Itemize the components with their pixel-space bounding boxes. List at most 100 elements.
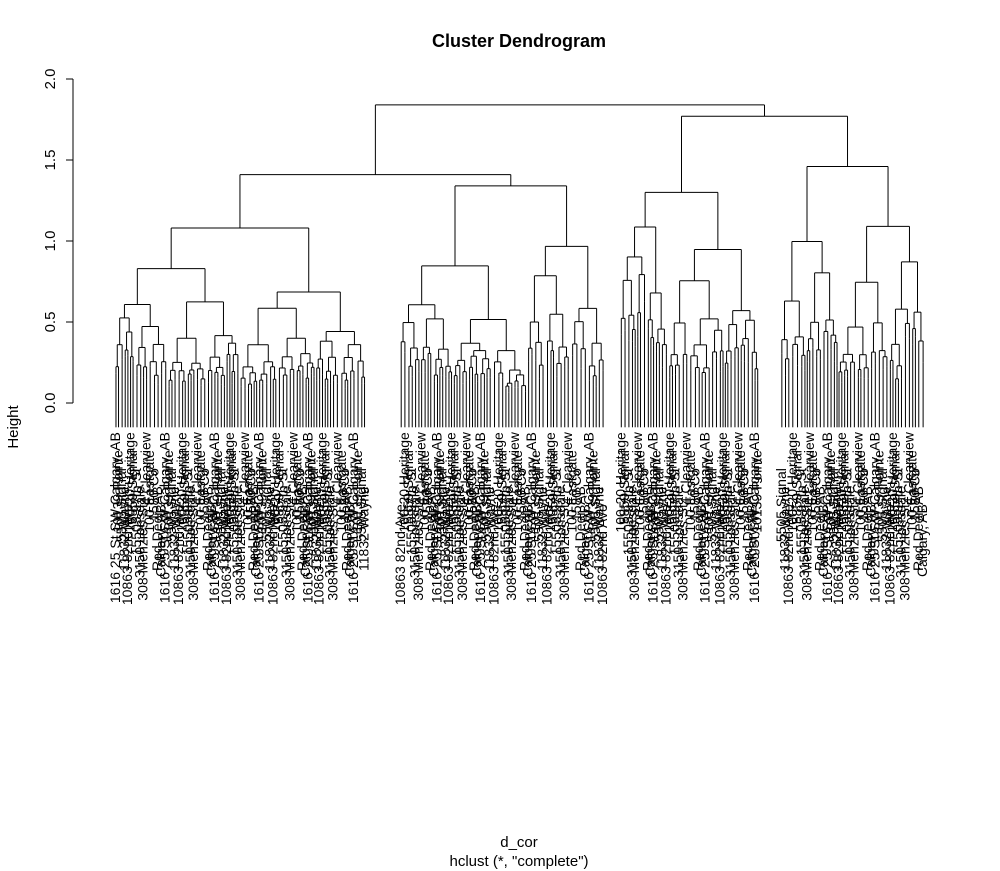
leaf-label: 100-20 Heritage [174,432,190,533]
leaf-label: 4 Clearview [188,431,204,505]
leaf-label: Calgary, AB [297,504,313,577]
leaf-label: 100-20 Heritage [221,432,237,533]
leaf-label: 4 Clearview [629,431,645,505]
leaf-label: Calgary, AB [520,504,536,577]
leaf-label: 15505 97th St [403,468,419,555]
leaf-label: 1580 Co [906,468,922,521]
dendrogram-tree [115,104,924,428]
leaf-label: 3150 Lonsdale [500,486,516,578]
leaf-label: 15505 97th St [128,468,144,555]
leaf-label: 100-20 Heritage [396,432,412,533]
leaf-label: 5505 Signal [587,468,603,542]
leaf-label: 100 Eastgate [288,450,304,533]
leaf-label: 1580 Co [635,468,651,521]
leaf-label: 1580 Co [196,468,212,521]
leaf-label: 3150 Lonsdale [182,486,198,578]
leaf-label: 308 Menzies St [281,504,297,601]
leaf-label: 10863 82nd Ave [218,504,234,605]
leaf-label: 10863 82nd Ave [264,504,280,605]
leaf-label: 1616 25 St SW Calgary, AB [206,432,222,603]
leaf-label: 15505 97th St [226,468,242,555]
leaf-label: 10139 Pointe [584,450,600,533]
leaf-label: 5505 Signal [353,468,369,542]
leaf-label: 1580 Co [464,468,480,521]
y-tick-label: 0.0 [42,393,59,414]
leaf-label: 10139 Pointe [475,450,491,533]
y-tick-label: 0.5 [42,312,59,333]
leaf-label: 5505 Signal [530,468,546,542]
leaf-label: 15505 97th St [719,468,735,555]
leaf-label: 3150 Lonsdale [670,486,686,578]
leaf-label: 100 Eastgate [240,450,256,533]
leaf-label: 1616 25 St SW Calgary, AB [523,432,539,603]
leaf-label: Calgary, AB [743,504,759,577]
leaf-label: 11832 Wayne [828,486,844,571]
leaf-label: 3150 Lonsdale [842,486,858,578]
leaf-label: 10139 Pointe [302,450,318,533]
leaf-label: Calgary, AB [576,504,592,577]
leaf-label: 5505 Signal [305,468,321,542]
leaf-label: 1616 25 St SW Calgary, AB [345,432,361,603]
leaf-label: Red Deer, AB [466,486,482,571]
leaf-label: 11832 Wayne [707,486,723,571]
y-axis: 0.0 0.5 1.0 1.5 2.0 [42,69,74,414]
leaf-label: 15505 97th St [548,468,564,555]
leaf-label: 4 Clearview [900,431,916,505]
leaf-label: 5859 Signal [836,450,852,524]
leaf-label: 15505 97th St [793,468,809,555]
leaf-label: Calgary, AB [914,504,930,577]
leaf-label: 10139 Pointe [527,450,543,533]
leaf-label: 100-20 Heritage [833,432,849,533]
leaf-label: 10863 82nd Ave [392,504,408,605]
chart-title: Cluster Dendrogram [432,31,606,51]
leaf-label: Red Deer, AB [690,486,706,571]
leaf-label: Red Deer, AB [859,486,875,571]
leaf-label: 11832 Wayne [116,486,132,571]
leaf-label: 100-20 Heritage [314,432,330,533]
leaf-label: 10863 82nd Ave [486,504,502,605]
leaf-label: Red Deer, AB [639,486,655,571]
leaf-label: 3150 Lonsdale [623,486,639,578]
leaf-label: 100 Eastgate [192,450,208,533]
leaf-label: 1616 25 St SW Calgary, AB [251,432,267,603]
leaf-label: 100 Eastgate [682,450,698,533]
leaf-label: 5505 Signal [650,468,666,542]
y-tick-label: 2.0 [42,69,59,90]
leaf-label: 308 Menzies St [626,504,642,601]
leaf-label: 4 Clearview [506,431,522,505]
leaf-label: 308 Menzies St [503,504,519,601]
leaf-label: 100-20 Heritage [612,432,628,533]
leaf-label: 308 Menzies St [726,504,742,601]
leaf-label: 3150 Lonsdale [552,486,568,578]
leaf-label: 4 Clearview [328,431,344,505]
leaf-label: Red Deer, AB [422,486,438,571]
leaf-label: 308 Menzies St [556,504,572,601]
leaf-label: 11832 Wayne [590,486,606,571]
leaf-label: 4 Clearview [729,431,745,505]
leaf-label: Red Deer, AB [739,486,755,571]
leaf-label: 15505 97th St [620,468,636,555]
leaf-label: Red Deer, AB [294,486,310,571]
leaf-label: 10139 Pointe [822,450,838,533]
leaf-label: 308 Menzies St [185,504,201,601]
leaf-label: 1616 25 St SW Calgary, AB [157,432,173,603]
leaf-label: 15505 97th St [889,468,905,555]
leaf-label: 11832 Wayne [356,486,372,571]
leaf-label: Calgary, AB [203,504,219,577]
leaf-label: 10863 82nd Ave [311,504,327,605]
leaf-label: 1580 Co [735,468,751,521]
leaf-label: Red Deer, AB [517,486,533,571]
leaf-label: 11832 Wayne [534,486,550,571]
leaf-label: 3150 Lonsdale [407,486,423,578]
leaf-label: 1580 Co [146,468,162,521]
leaf-label: 5859 Signal [124,450,140,524]
leaf-label: 100 Eastgate [509,450,525,533]
leaf-label: 5505 Signal [773,468,789,542]
leaf-label: 1616 25 St SW Calgary, AB [428,432,444,603]
leaf-label: Calgary, AB [248,504,264,577]
leaf-label: 11832 Wayne [437,486,453,571]
leaf-label: 5859 Signal [176,450,192,524]
leaf-label: 3150 Lonsdale [796,486,812,578]
leaf-label: 308 Menzies St [674,504,690,601]
leaf-label: 100 Eastgate [141,450,157,533]
